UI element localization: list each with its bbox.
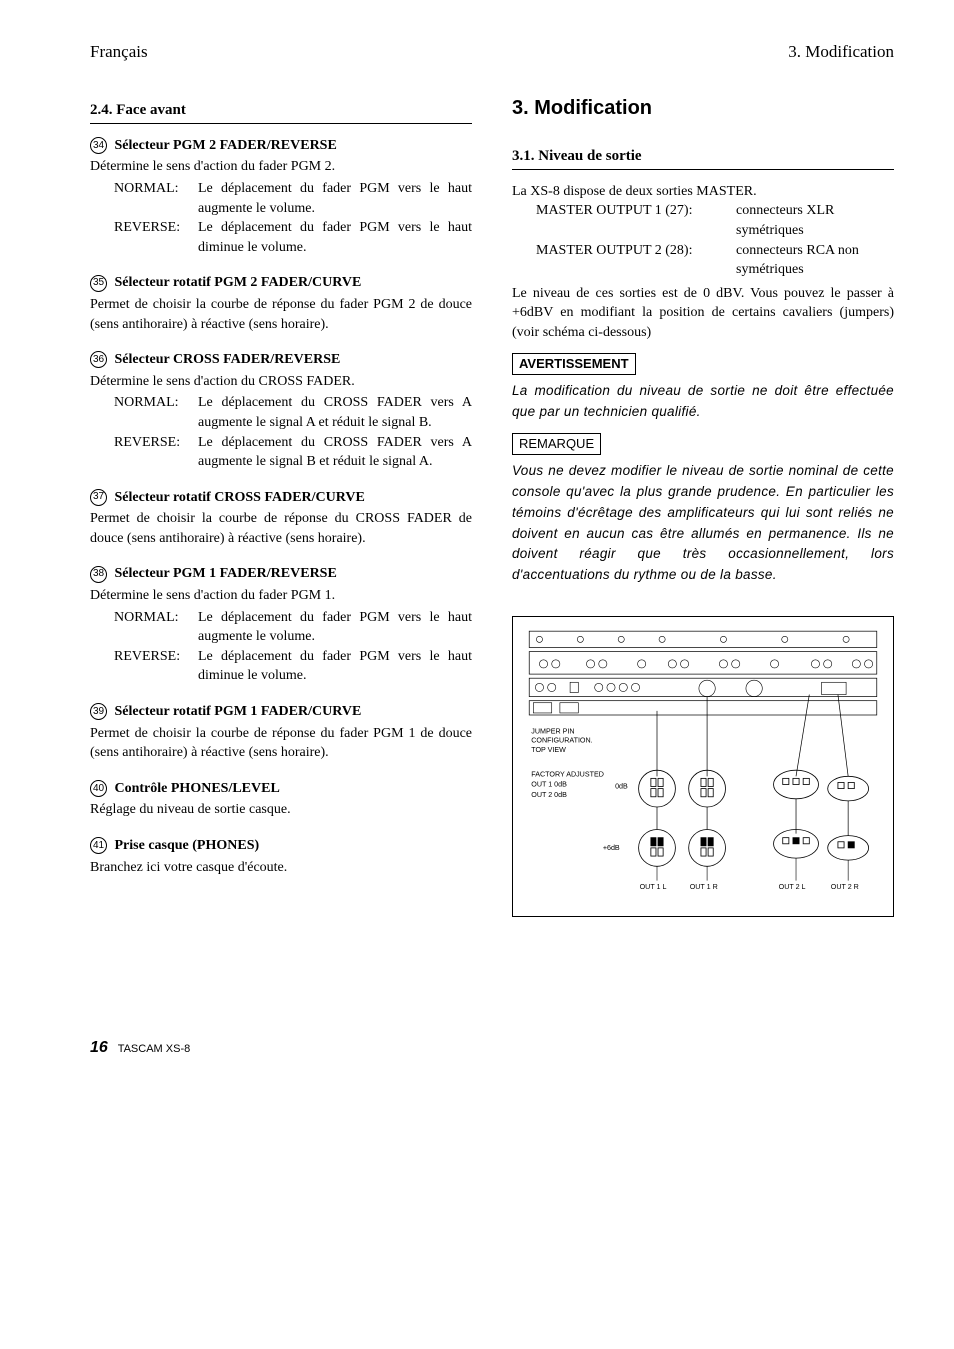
level-paragraph: Le niveau de ces sorties est de 0 dBV. V… <box>512 284 894 343</box>
spec-value: connecteurs XLR symétriques <box>736 201 894 240</box>
def-body: Le déplacement du fader PGM vers le haut… <box>198 179 472 218</box>
remark-text: Vous ne devez modifier le niveau de sort… <box>512 461 894 587</box>
item-num-37: 37 <box>90 489 107 506</box>
def-row: NORMAL:Le déplacement du fader PGM vers … <box>114 608 472 647</box>
item-38: 38 Sélecteur PGM 1 FADER/REVERSE Détermin… <box>90 564 472 686</box>
diag-gain: +6dB <box>603 844 620 852</box>
diag-out2: OUT 2 0dB <box>531 791 567 799</box>
diag-lbl-2: OUT 2 L <box>779 883 806 891</box>
item-desc-35: Permet de choisir la courbe de réponse d… <box>90 295 472 334</box>
item-num-39: 39 <box>90 703 107 720</box>
diag-lbl-0: OUT 1 L <box>640 883 667 891</box>
item-title-35: Sélecteur rotatif PGM 2 FADER/CURVE <box>115 275 362 290</box>
def-row: NORMAL:Le déplacement du fader PGM vers … <box>114 179 472 218</box>
warning-text: La modification du niveau de sortie ne d… <box>512 381 894 423</box>
item-title-39: Sélecteur rotatif PGM 1 FADER/CURVE <box>115 704 362 719</box>
diag-lbl-1: OUT 1 R <box>690 883 718 891</box>
spec-row: MASTER OUTPUT 1 (27):connecteurs XLR sym… <box>536 201 894 240</box>
item-desc-34: Détermine le sens d'action du fader PGM … <box>90 157 472 177</box>
item-desc-36: Détermine le sens d'action du CROSS FADE… <box>90 372 472 392</box>
def-row: REVERSE:Le déplacement du CROSS FADER ve… <box>114 433 472 472</box>
item-desc-40: Réglage du niveau de sortie casque. <box>90 800 472 820</box>
def-term: NORMAL: <box>114 393 198 432</box>
def-body: Le déplacement du CROSS FADER vers A aug… <box>198 433 472 472</box>
item-title-40: Contrôle PHONES/LEVEL <box>115 781 280 796</box>
def-row: REVERSE:Le déplacement du fader PGM vers… <box>114 218 472 257</box>
item-34: 34 Sélecteur PGM 2 FADER/REVERSE Détermin… <box>90 136 472 258</box>
item-num-41: 41 <box>90 837 107 854</box>
def-term: REVERSE: <box>114 647 198 686</box>
def-term: REVERSE: <box>114 433 198 472</box>
left-column: 2.4. Face avant 34 Sélecteur PGM 2 FADER… <box>90 94 472 917</box>
spec-label: MASTER OUTPUT 1 (27): <box>536 201 736 240</box>
def-term: REVERSE: <box>114 218 198 257</box>
pcb-schematic: JUMPER PIN CONFIGURATION. TOP VIEW FACTO… <box>519 623 887 909</box>
item-title-41: Prise casque (PHONES) <box>115 838 260 853</box>
item-desc-41: Branchez ici votre casque d'écoute. <box>90 858 472 878</box>
def-term: NORMAL: <box>114 179 198 218</box>
chapter-heading-3: 3. Modification <box>512 94 894 122</box>
item-num-40: 40 <box>90 780 107 797</box>
page-footer: 16 TASCAM XS-8 <box>90 1037 894 1059</box>
jumper-diagram: JUMPER PIN CONFIGURATION. TOP VIEW FACTO… <box>512 616 894 916</box>
def-term: NORMAL: <box>114 608 198 647</box>
page-number: 16 <box>90 1039 108 1056</box>
item-title-37: Sélecteur rotatif CROSS FADER/CURVE <box>115 490 365 505</box>
item-39: 39 Sélecteur rotatif PGM 1 FADER/CURVE P… <box>90 702 472 763</box>
header-right: 3. Modification <box>788 40 894 64</box>
header-left: Français <box>90 40 148 64</box>
diag-zero: 0dB <box>615 783 628 791</box>
def-body: Le déplacement du fader PGM vers le haut… <box>198 218 472 257</box>
item-title-34: Sélecteur PGM 2 FADER/REVERSE <box>115 138 337 153</box>
item-num-35: 35 <box>90 275 107 292</box>
item-num-36: 36 <box>90 351 107 368</box>
item-desc-37: Permet de choisir la courbe de réponse d… <box>90 509 472 548</box>
def-body: Le déplacement du fader PGM vers le haut… <box>198 647 472 686</box>
item-num-38: 38 <box>90 566 107 583</box>
item-title-36: Sélecteur CROSS FADER/REVERSE <box>115 352 341 367</box>
page-header: Français 3. Modification <box>90 40 894 64</box>
diag-lbl-3: OUT 2 R <box>831 883 859 891</box>
intro-text: La XS-8 dispose de deux sorties MASTER. <box>512 182 894 202</box>
right-column: 3. Modification 3.1. Niveau de sortie La… <box>512 94 894 917</box>
def-row: REVERSE:Le déplacement du fader PGM vers… <box>114 647 472 686</box>
spec-label: MASTER OUTPUT 2 (28): <box>536 241 736 280</box>
item-title-38: Sélecteur PGM 1 FADER/REVERSE <box>115 566 337 581</box>
item-41: 41 Prise casque (PHONES) Branchez ici vot… <box>90 836 472 877</box>
diag-out1: OUT 1 0dB <box>531 781 567 789</box>
diag-t2: CONFIGURATION. <box>531 737 592 745</box>
spec-value: connecteurs RCA non symétriques <box>736 241 894 280</box>
remark-label: REMARQUE <box>512 433 601 455</box>
item-35: 35 Sélecteur rotatif PGM 2 FADER/CURVE Pe… <box>90 273 472 334</box>
def-row: NORMAL:Le déplacement du CROSS FADER ver… <box>114 393 472 432</box>
diag-factory: FACTORY ADJUSTED <box>531 771 604 779</box>
footer-model: TASCAM XS-8 <box>118 1043 191 1055</box>
warning-label: AVERTISSEMENT <box>512 353 636 375</box>
item-37: 37 Sélecteur rotatif CROSS FADER/CURVE Pe… <box>90 488 472 549</box>
item-num-34: 34 <box>90 137 107 154</box>
item-36: 36 Sélecteur CROSS FADER/REVERSE Détermin… <box>90 350 472 472</box>
def-body: Le déplacement du CROSS FADER vers A aug… <box>198 393 472 432</box>
section-heading-31: 3.1. Niveau de sortie <box>512 146 894 170</box>
diag-t3: TOP VIEW <box>531 746 566 754</box>
section-heading-24: 2.4. Face avant <box>90 100 472 124</box>
item-desc-39: Permet de choisir la courbe de réponse d… <box>90 724 472 763</box>
def-body: Le déplacement du fader PGM vers le haut… <box>198 608 472 647</box>
item-40: 40 Contrôle PHONES/LEVEL Réglage du nivea… <box>90 779 472 820</box>
item-desc-38: Détermine le sens d'action du fader PGM … <box>90 586 472 606</box>
spec-row: MASTER OUTPUT 2 (28):connecteurs RCA non… <box>536 241 894 280</box>
diag-t1: JUMPER PIN <box>531 728 574 736</box>
